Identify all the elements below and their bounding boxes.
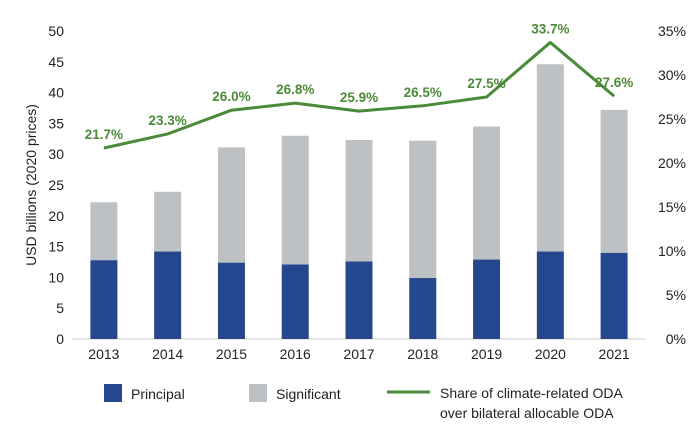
bar-significant-2017 <box>345 140 373 262</box>
bar-principal-2016 <box>281 264 309 339</box>
y-tick-right: 0% <box>666 331 686 347</box>
y-axis-label: USD billions (2020 prices) <box>23 104 39 266</box>
bar-significant-2018 <box>409 140 437 279</box>
y-tick-left: 15 <box>48 239 64 255</box>
legend-swatch-principal <box>104 384 122 402</box>
y-tick-left: 45 <box>48 54 64 70</box>
bar-principal-2021 <box>600 252 628 339</box>
bar-principal-2020 <box>536 251 564 339</box>
share-data-label: 26.5% <box>404 85 442 100</box>
y-tick-left: 40 <box>48 85 64 101</box>
legend-swatch-significant <box>249 384 267 402</box>
x-tick-label: 2014 <box>152 346 183 362</box>
x-tick-label: 2013 <box>88 346 119 362</box>
bar-significant-2013 <box>90 202 118 261</box>
x-tick-label: 2017 <box>343 346 374 362</box>
bar-principal-2015 <box>217 262 245 339</box>
y-tick-left: 0 <box>56 331 64 347</box>
x-tick-label: 2019 <box>471 346 502 362</box>
y-tick-right: 35% <box>658 23 686 39</box>
bar-principal-2017 <box>345 261 373 339</box>
x-tick-label: 2020 <box>535 346 566 362</box>
bar-principal-2014 <box>154 251 182 339</box>
bar-principal-2018 <box>409 278 437 339</box>
bar-significant-2019 <box>473 126 501 260</box>
legend-label-principal: Principal <box>131 386 185 402</box>
share-data-label: 33.7% <box>531 21 569 36</box>
bar-principal-2019 <box>473 259 501 339</box>
legend-label-significant: Significant <box>276 386 341 402</box>
legend: Principal Significant Share of climate-rel… <box>104 384 624 421</box>
y-tick-left: 25 <box>48 177 64 193</box>
legend-label-share-line2: over bilateral allocable ODA <box>440 405 614 421</box>
y-tick-right: 25% <box>658 111 686 127</box>
bar-significant-2021 <box>600 109 628 253</box>
y-tick-right: 15% <box>658 199 686 215</box>
x-tick-label: 2018 <box>407 346 438 362</box>
share-data-label: 23.3% <box>149 113 187 128</box>
share-data-label: 26.8% <box>276 82 314 97</box>
y-tick-left: 10 <box>48 269 64 285</box>
y-tick-left: 50 <box>48 23 64 39</box>
share-data-label: 26.0% <box>212 89 250 104</box>
share-data-label: 27.6% <box>595 75 633 90</box>
share-data-label: 21.7% <box>85 127 123 142</box>
bar-significant-2016 <box>281 135 309 265</box>
y-tick-right: 5% <box>666 287 686 303</box>
x-tick-label: 2015 <box>216 346 247 362</box>
x-tick-label: 2016 <box>280 346 311 362</box>
x-tick-label: 2021 <box>599 346 630 362</box>
bar-principal-2013 <box>90 260 118 339</box>
y-tick-right: 10% <box>658 243 686 259</box>
bar-significant-2020 <box>536 64 564 252</box>
legend-label-share: Share of climate-related ODA <box>440 385 624 401</box>
bar-significant-2014 <box>154 191 182 252</box>
bar-significant-2015 <box>217 147 245 263</box>
share-data-label: 25.9% <box>340 90 378 105</box>
y-tick-left: 35 <box>48 115 64 131</box>
y-tick-left: 5 <box>56 300 64 316</box>
y-tick-right: 30% <box>658 67 686 83</box>
y-tick-right: 20% <box>658 155 686 171</box>
y-tick-left: 20 <box>48 208 64 224</box>
share-data-label: 27.5% <box>467 76 505 91</box>
y-tick-left: 30 <box>48 146 64 162</box>
share-line <box>103 40 616 150</box>
